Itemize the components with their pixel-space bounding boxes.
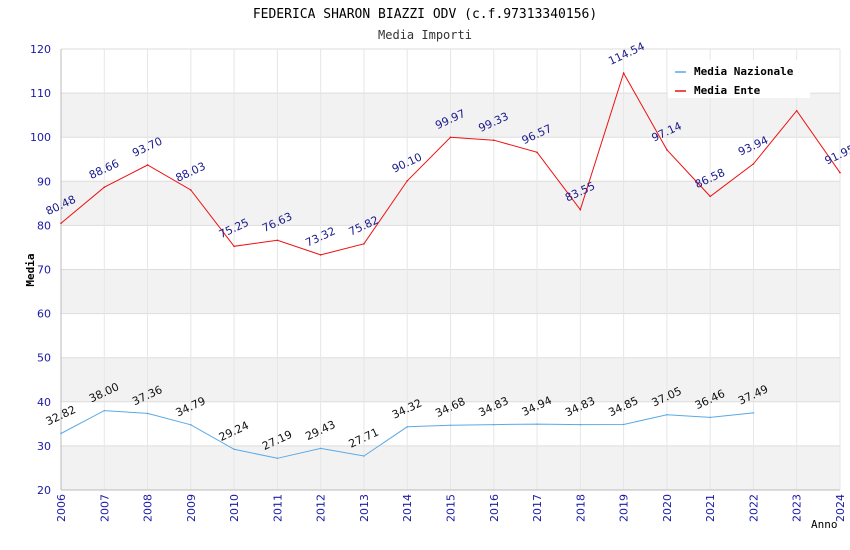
data-point <box>190 189 192 191</box>
x-tick-label: 2006 <box>55 494 68 522</box>
chart-title: FEDERICA SHARON BIAZZI ODV (c.f.97313340… <box>253 7 597 22</box>
data-point <box>363 243 365 245</box>
y-tick-label: 20 <box>37 484 51 497</box>
x-tick-label: 2018 <box>574 494 587 522</box>
data-point <box>622 423 625 426</box>
data-point <box>752 412 755 414</box>
data-point <box>709 416 711 419</box>
x-tick-label: 2019 <box>618 494 631 522</box>
data-point <box>103 409 106 412</box>
data-point <box>146 412 149 415</box>
chart-subtitle: Media Importi <box>378 28 472 42</box>
x-tick-label: 2012 <box>315 494 328 522</box>
data-point <box>319 447 322 450</box>
data-point <box>146 164 149 166</box>
x-tick-label: 2009 <box>185 494 198 522</box>
x-tick-label: 2015 <box>445 494 458 522</box>
x-tick-label: 2017 <box>531 494 544 522</box>
data-point <box>449 424 452 427</box>
y-tick-label: 60 <box>37 308 51 321</box>
x-tick-label: 2010 <box>228 494 241 522</box>
x-tick-label: 2023 <box>791 494 804 522</box>
x-tick-label: 2013 <box>358 494 371 522</box>
data-point <box>449 136 452 139</box>
data-point <box>579 208 582 211</box>
data-point <box>319 254 322 256</box>
axes <box>60 49 840 491</box>
legend-box <box>668 60 810 98</box>
x-tick-label: 2022 <box>747 494 760 522</box>
data-point <box>276 239 279 242</box>
y-tick-label: 40 <box>37 396 51 409</box>
data-label: 114.54 <box>606 40 646 68</box>
legend-label-nazionale: Media Nazionale <box>694 65 794 78</box>
y-tick-label: 110 <box>30 87 51 100</box>
x-tick-label: 2021 <box>704 494 717 522</box>
data-point <box>536 151 538 154</box>
data-point <box>666 414 668 416</box>
data-point <box>579 423 582 426</box>
legend-label-ente: Media Ente <box>694 84 761 97</box>
data-point <box>622 72 625 74</box>
data-point <box>406 180 409 182</box>
data-point <box>276 457 279 460</box>
y-tick-label: 70 <box>37 264 51 277</box>
x-tick-label: 2020 <box>661 494 674 522</box>
x-tick-label: 2011 <box>271 494 284 522</box>
data-label: 91.95 <box>823 142 850 167</box>
data-point <box>839 171 841 174</box>
y-tick-label: 30 <box>37 440 51 453</box>
data-point <box>536 423 538 425</box>
data-point <box>233 448 235 451</box>
x-tick-labels: 2006 2007 2008 2009 2010 2011 2012 2013 2014 2015… <box>55 494 847 522</box>
x-tick-label: 2008 <box>142 494 155 522</box>
y-axis-label: Media <box>24 253 37 286</box>
y-tick-label: 50 <box>37 352 51 365</box>
x-tick-label: 2024 <box>834 494 847 522</box>
data-point <box>666 149 668 151</box>
gridlines <box>60 48 841 491</box>
series-lines <box>60 71 841 460</box>
y-tick-label: 120 <box>30 43 51 56</box>
x-tick-label: 2007 <box>98 494 111 522</box>
data-point <box>709 195 711 198</box>
x-tick-label: 2014 <box>401 494 414 522</box>
data-point <box>103 186 106 189</box>
data-point <box>406 426 409 428</box>
data-point <box>492 139 495 141</box>
y-tick-label: 100 <box>30 131 51 144</box>
y-tick-label: 80 <box>37 219 51 232</box>
data-point <box>752 163 755 165</box>
data-point <box>363 455 365 457</box>
legend: Media Nazionale Media Ente <box>668 60 810 98</box>
data-point <box>492 423 495 426</box>
data-point <box>60 432 62 435</box>
y-tick-labels: 20 30 40 50 60 70 80 90 100 110 120 <box>30 43 51 497</box>
data-point <box>795 109 798 112</box>
y-tick-label: 90 <box>37 175 51 188</box>
data-point <box>60 222 62 225</box>
x-axis-label: Anno <box>811 518 838 531</box>
x-tick-label: 2016 <box>488 494 501 522</box>
data-point <box>190 423 192 426</box>
data-point <box>233 245 235 248</box>
